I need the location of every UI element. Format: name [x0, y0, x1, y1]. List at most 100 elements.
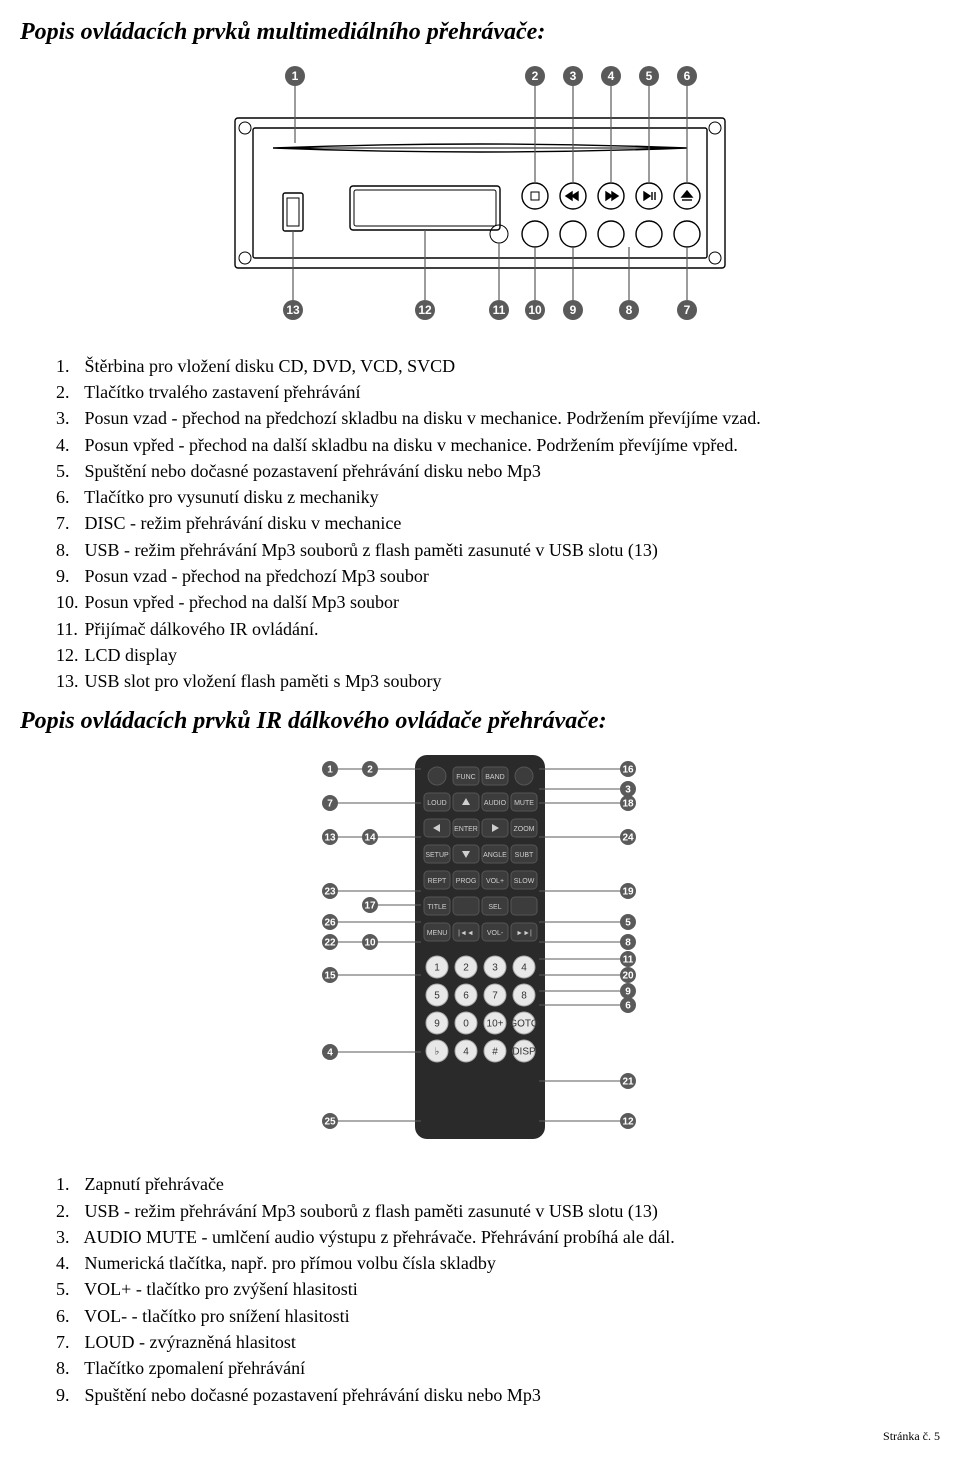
svg-text:15: 15 [324, 971, 336, 982]
svg-text:10: 10 [528, 304, 542, 318]
svg-text:ANGLE: ANGLE [483, 852, 507, 859]
svg-text:19: 19 [622, 887, 634, 898]
svg-text:BAND: BAND [485, 774, 504, 781]
svg-text:13: 13 [286, 304, 300, 318]
player-diagram: 12345613121110987 [20, 58, 940, 334]
svg-text:17: 17 [364, 901, 376, 912]
list-item: 9. Spuštění nebo dočasné pozastavení pře… [56, 1382, 940, 1408]
list-item: 3. Posun vzad - přechod na předchozí skl… [56, 405, 940, 431]
svg-text:22: 22 [324, 938, 336, 949]
svg-text:3: 3 [625, 785, 631, 796]
list-item: 6. VOL- - tlačítko pro snížení hlasitost… [56, 1303, 940, 1329]
svg-text:7: 7 [327, 799, 333, 810]
svg-text:LOUD: LOUD [427, 800, 446, 807]
svg-text:MUTE: MUTE [514, 800, 534, 807]
svg-text:8: 8 [625, 938, 631, 949]
svg-text:8: 8 [626, 304, 633, 318]
svg-text:18: 18 [622, 799, 634, 810]
svg-text:12: 12 [622, 1117, 634, 1128]
list-item: 12. LCD display [56, 642, 940, 668]
list-item: 8. Tlačítko zpomalení přehrávání [56, 1355, 940, 1381]
remote-diagram: FUNC BAND LOUD AUDIO MUTE ENTER ZOOM SETUP ANGLE… [20, 747, 940, 1153]
svg-text:5: 5 [625, 918, 631, 929]
svg-text:SETUP: SETUP [425, 852, 449, 859]
svg-text:5: 5 [646, 70, 653, 84]
svg-text:3: 3 [570, 70, 577, 84]
list-item: 1. Štěrbina pro vložení disku CD, DVD, V… [56, 353, 940, 379]
svg-text:#: # [492, 1047, 498, 1058]
svg-text:3: 3 [492, 963, 498, 974]
svg-text:SLOW: SLOW [514, 878, 535, 885]
svg-text:AUDIO: AUDIO [484, 800, 507, 807]
list-item: 4. Numerická tlačítka, např. pro přímou … [56, 1250, 940, 1276]
svg-text:ZOOM: ZOOM [514, 826, 535, 833]
svg-text:1: 1 [327, 765, 333, 776]
list-item: 10. Posun vpřed - přechod na další Mp3 s… [56, 589, 940, 615]
svg-text:2: 2 [532, 70, 539, 84]
list-item: 2. USB - režim přehrávání Mp3 souborů z … [56, 1198, 940, 1224]
list-item: 7. DISC - režim přehrávání disku v mecha… [56, 510, 940, 536]
svg-text:26: 26 [324, 918, 336, 929]
svg-text:TITLE: TITLE [427, 904, 446, 911]
svg-text:25: 25 [324, 1117, 336, 1128]
svg-text:9: 9 [570, 304, 577, 318]
list-item: 7. LOUD - zvýrazněná hlasitost [56, 1329, 940, 1355]
svg-text:VOL-: VOL- [487, 930, 504, 937]
svg-text:10: 10 [364, 938, 376, 949]
svg-text:4: 4 [463, 1047, 469, 1058]
svg-text:14: 14 [364, 833, 376, 844]
svg-text:FUNC: FUNC [456, 774, 475, 781]
svg-text:7: 7 [684, 304, 691, 318]
svg-text:4: 4 [521, 963, 527, 974]
svg-text:7: 7 [492, 991, 498, 1002]
list-item: 11. Přijímač dálkového IR ovládání. [56, 616, 940, 642]
svg-text:ENTER: ENTER [454, 826, 478, 833]
svg-text:6: 6 [625, 1001, 631, 1012]
svg-text:24: 24 [622, 833, 634, 844]
heading-remote: Popis ovládacích prvků IR dálkového ovlá… [20, 705, 940, 737]
page-footer: Stránka č. 5 [20, 1428, 940, 1444]
svg-text:9: 9 [434, 1019, 440, 1030]
heading-player: Popis ovládacích prvků multimediálního p… [20, 16, 940, 48]
svg-text:0: 0 [463, 1019, 469, 1030]
svg-text:DISP: DISP [512, 1047, 536, 1058]
list-item: 2. Tlačítko trvalého zastavení přehráván… [56, 379, 940, 405]
svg-text:GOTO: GOTO [509, 1019, 538, 1030]
svg-text:6: 6 [463, 991, 469, 1002]
svg-text:VOL+: VOL+ [486, 878, 504, 885]
svg-text:2: 2 [367, 765, 373, 776]
svg-text:5: 5 [434, 991, 440, 1002]
list-item: 9. Posun vzad - přechod na předchozí Mp3… [56, 563, 940, 589]
svg-text:♭: ♭ [435, 1047, 440, 1058]
svg-text:13: 13 [324, 833, 336, 844]
svg-text:10+: 10+ [487, 1019, 504, 1030]
remote-list: 1. Zapnutí přehrávače2. USB - režim přeh… [56, 1171, 940, 1408]
list-item: 1. Zapnutí přehrávače [56, 1171, 940, 1197]
list-item: 5. VOL+ - tlačítko pro zvýšení hlasitost… [56, 1276, 940, 1302]
svg-text:MENU: MENU [427, 930, 448, 937]
list-item: 5. Spuštění nebo dočasné pozastavení pře… [56, 458, 940, 484]
svg-text:4: 4 [608, 70, 615, 84]
svg-text:REPT: REPT [428, 878, 447, 885]
list-item: 3. AUDIO MUTE - umlčení audio výstupu z … [56, 1224, 940, 1250]
svg-text:2: 2 [463, 963, 469, 974]
svg-text:11: 11 [623, 955, 634, 966]
svg-text:16: 16 [622, 765, 634, 776]
list-item: 6. Tlačítko pro vysunutí disku z mechani… [56, 484, 940, 510]
svg-text:4: 4 [327, 1048, 333, 1059]
list-item: 8. USB - režim přehrávání Mp3 souborů z … [56, 537, 940, 563]
svg-text:23: 23 [324, 887, 336, 898]
svg-text:1: 1 [434, 963, 440, 974]
svg-text:SUBT: SUBT [515, 852, 534, 859]
svg-text:PROG: PROG [456, 878, 477, 885]
svg-text:►►|: ►►| [516, 930, 532, 937]
player-list: 1. Štěrbina pro vložení disku CD, DVD, V… [56, 353, 940, 695]
svg-text:20: 20 [622, 971, 634, 982]
list-item: 13. USB slot pro vložení flash paměti s … [56, 668, 940, 694]
svg-text:21: 21 [622, 1077, 634, 1088]
svg-text:SEL: SEL [488, 904, 501, 911]
svg-text:11: 11 [493, 304, 506, 318]
svg-text:|◄◄: |◄◄ [458, 930, 474, 937]
svg-text:1: 1 [292, 70, 299, 84]
list-item: 4. Posun vpřed - přechod na další skladb… [56, 432, 940, 458]
